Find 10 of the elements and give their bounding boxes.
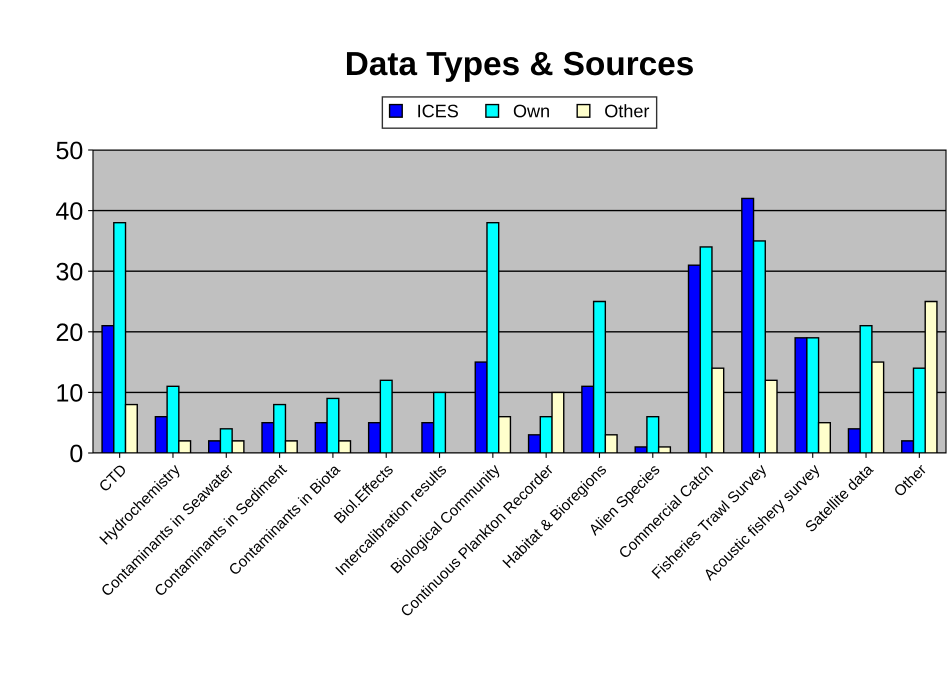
- chart-title: Data Types & Sources: [346, 52, 693, 82]
- y-tick-label: 20: [56, 323, 82, 342]
- y-tick-label: 0: [70, 444, 82, 462]
- legend-label: ICES: [418, 104, 458, 118]
- legend-label: Other: [605, 104, 650, 118]
- y-tick-label: 30: [56, 262, 82, 281]
- y-tick-label: 40: [56, 202, 82, 220]
- legend-label: Own: [514, 104, 549, 118]
- y-tick-label: 10: [57, 384, 82, 402]
- y-tick-label: 50: [56, 142, 82, 160]
